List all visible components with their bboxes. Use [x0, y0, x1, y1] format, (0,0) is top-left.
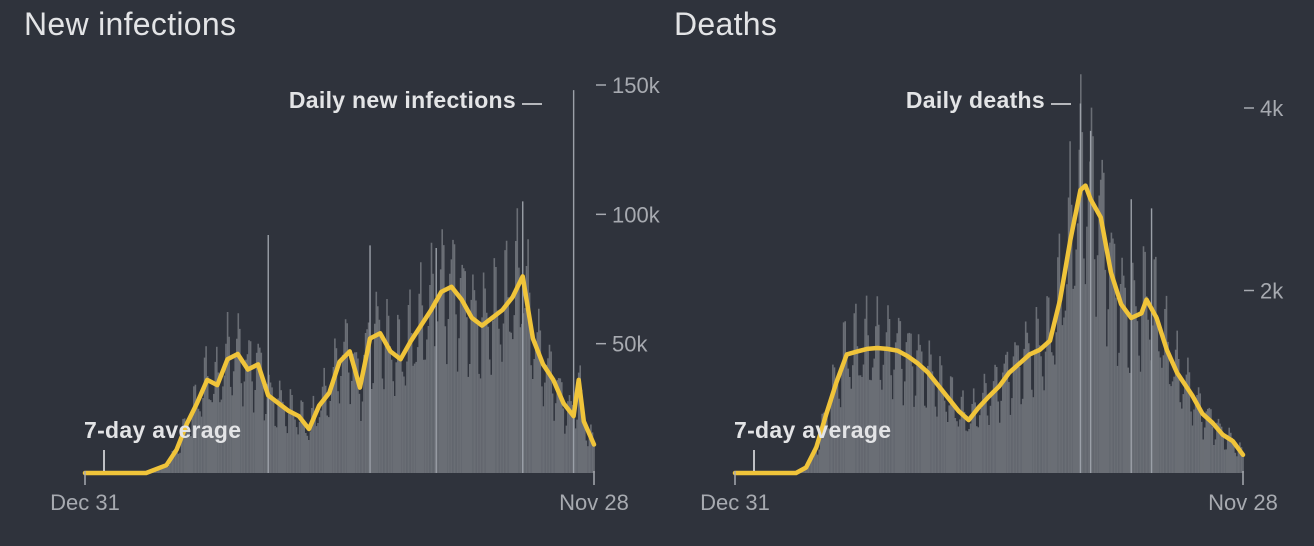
annotation-daily: Daily deaths [906, 87, 1045, 113]
annotation-daily: Daily new infections [289, 87, 516, 113]
y-tick-label: 2k [1260, 279, 1284, 304]
deaths-chart: 2k 4k Dec 31 Nov 28 Daily deaths 7-day averag… [700, 74, 1284, 515]
y-tick-label: 150k [612, 73, 661, 98]
daily-bars-deaths [795, 74, 1244, 473]
x-start-label: Dec 31 [50, 490, 120, 515]
x-start-label: Dec 31 [700, 490, 770, 515]
daily-bars-infections [145, 90, 595, 473]
y-tick-label: 50k [612, 332, 648, 357]
x-end-label: Nov 28 [1208, 490, 1278, 515]
infections-chart: 50k 100k 150k Dec 31 Nov 28 Daily new infecti… [50, 73, 661, 515]
annotation-avg: 7-day average [84, 417, 241, 443]
y-tick-label: 100k [612, 202, 661, 227]
avg-line-deaths [732, 183, 1246, 476]
chart-title-new-infections: New infections [24, 6, 237, 42]
x-end-label: Nov 28 [559, 490, 629, 515]
y-tick-label: 4k [1260, 96, 1284, 121]
annotation-avg: 7-day average [734, 417, 891, 443]
avg-line-infections [82, 274, 597, 476]
chart-title-deaths: Deaths [674, 6, 778, 42]
